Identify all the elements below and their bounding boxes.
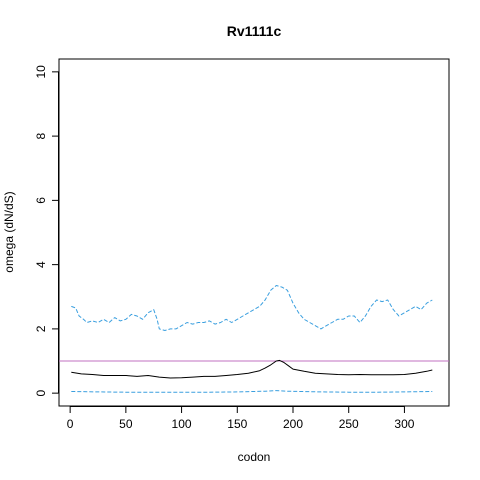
y-tick-label: 10	[34, 65, 48, 79]
x-tick-label: 200	[283, 417, 303, 431]
y-tick-label: 4	[34, 261, 48, 268]
chart-title: Rv1111c	[227, 23, 282, 39]
x-tick-label: 150	[227, 417, 247, 431]
x-tick-label: 100	[172, 417, 192, 431]
y-tick-label: 0	[34, 389, 48, 396]
y-tick-label: 8	[34, 132, 48, 139]
x-tick-label: 250	[339, 417, 359, 431]
y-tick-label: 6	[34, 197, 48, 204]
mean-series-line	[71, 359, 433, 379]
y-axis-label: omega (dN/dS)	[2, 191, 16, 272]
x-tick-label: 50	[119, 417, 133, 431]
series-layer	[71, 285, 433, 393]
x-axis-label: codon	[238, 450, 271, 464]
upper-dashed-series-line	[71, 285, 433, 331]
x-tick-label: 0	[67, 417, 74, 431]
x-tick-label: 300	[394, 417, 414, 431]
y-tick-label: 2	[34, 325, 48, 332]
x-axis: 0 50 100 150 200 250 300	[67, 406, 415, 431]
y-axis: 0 2 4 6 8 10	[34, 65, 59, 396]
lower-dashed-series-line	[71, 390, 433, 393]
